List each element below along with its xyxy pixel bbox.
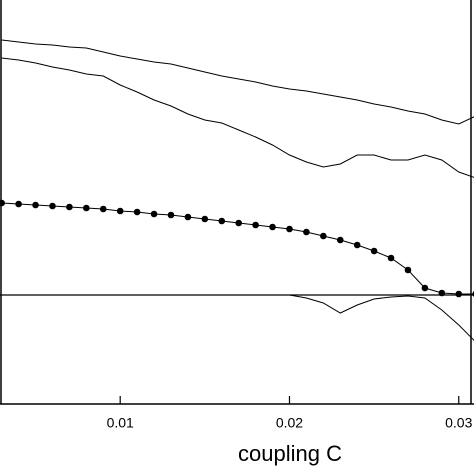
marker [387, 254, 395, 262]
marker [336, 236, 344, 244]
line [1, 39, 474, 125]
marker [184, 213, 192, 221]
marker [269, 223, 276, 231]
marker [167, 211, 175, 219]
marker [15, 200, 22, 208]
marker [438, 289, 446, 297]
line [1, 57, 474, 178]
marker [218, 217, 226, 225]
marker [455, 290, 463, 298]
marker [201, 215, 209, 223]
marker [320, 232, 327, 240]
marker [99, 205, 107, 213]
marker [32, 201, 39, 209]
marker [83, 204, 90, 212]
line [1, 202, 474, 295]
x-tick-label: 0.02 [276, 415, 303, 431]
x-tick-label: 0.03 [445, 415, 472, 431]
marker [353, 241, 361, 249]
x-axis-label: coupling C [238, 441, 342, 466]
marker [235, 219, 242, 227]
line [1, 294, 474, 341]
marker [49, 202, 56, 210]
marker [370, 247, 378, 255]
marker [0, 199, 5, 207]
marker [404, 266, 412, 274]
marker [133, 208, 141, 216]
marker [66, 203, 73, 211]
marker [421, 284, 429, 292]
marker [252, 221, 259, 229]
marker [150, 210, 158, 218]
x-tick-label: 0.01 [107, 415, 134, 431]
marker [303, 228, 310, 236]
marker [286, 225, 293, 233]
marker [116, 207, 124, 215]
